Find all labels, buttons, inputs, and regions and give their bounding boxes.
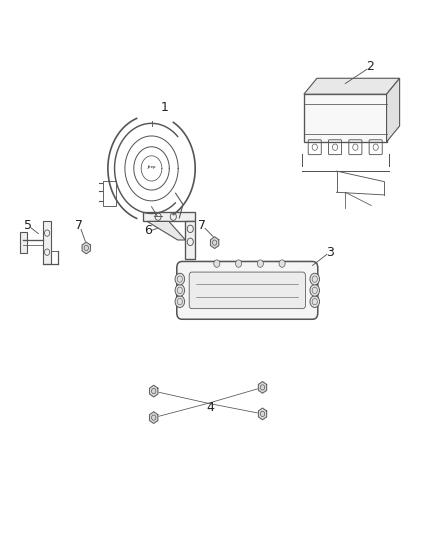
- Polygon shape: [82, 242, 90, 254]
- Bar: [43, 221, 51, 264]
- Polygon shape: [258, 382, 267, 393]
- Bar: [304, 94, 387, 142]
- Circle shape: [310, 296, 320, 308]
- Text: 1: 1: [161, 101, 169, 114]
- Polygon shape: [304, 78, 399, 94]
- Circle shape: [236, 260, 242, 267]
- Text: 2: 2: [366, 60, 374, 72]
- Polygon shape: [211, 237, 219, 248]
- Bar: [143, 212, 195, 221]
- Circle shape: [175, 285, 185, 296]
- Polygon shape: [258, 408, 267, 419]
- Circle shape: [175, 296, 185, 308]
- Polygon shape: [387, 78, 399, 142]
- Polygon shape: [147, 221, 185, 240]
- Text: Jeep: Jeep: [147, 165, 156, 169]
- Text: 6: 6: [145, 224, 152, 237]
- Circle shape: [175, 273, 185, 285]
- Circle shape: [279, 260, 285, 267]
- Text: 7: 7: [198, 219, 206, 232]
- Text: 3: 3: [326, 246, 334, 259]
- Circle shape: [310, 273, 320, 285]
- FancyBboxPatch shape: [177, 262, 318, 319]
- Bar: [103, 181, 117, 206]
- Polygon shape: [149, 385, 158, 397]
- Circle shape: [257, 260, 263, 267]
- Text: 7: 7: [75, 219, 83, 232]
- Circle shape: [310, 285, 320, 296]
- Polygon shape: [149, 412, 158, 423]
- Bar: [20, 232, 27, 253]
- Circle shape: [214, 260, 220, 267]
- Text: 5: 5: [25, 219, 32, 232]
- Text: 4: 4: [206, 401, 214, 414]
- FancyBboxPatch shape: [189, 272, 305, 309]
- Bar: [185, 221, 195, 259]
